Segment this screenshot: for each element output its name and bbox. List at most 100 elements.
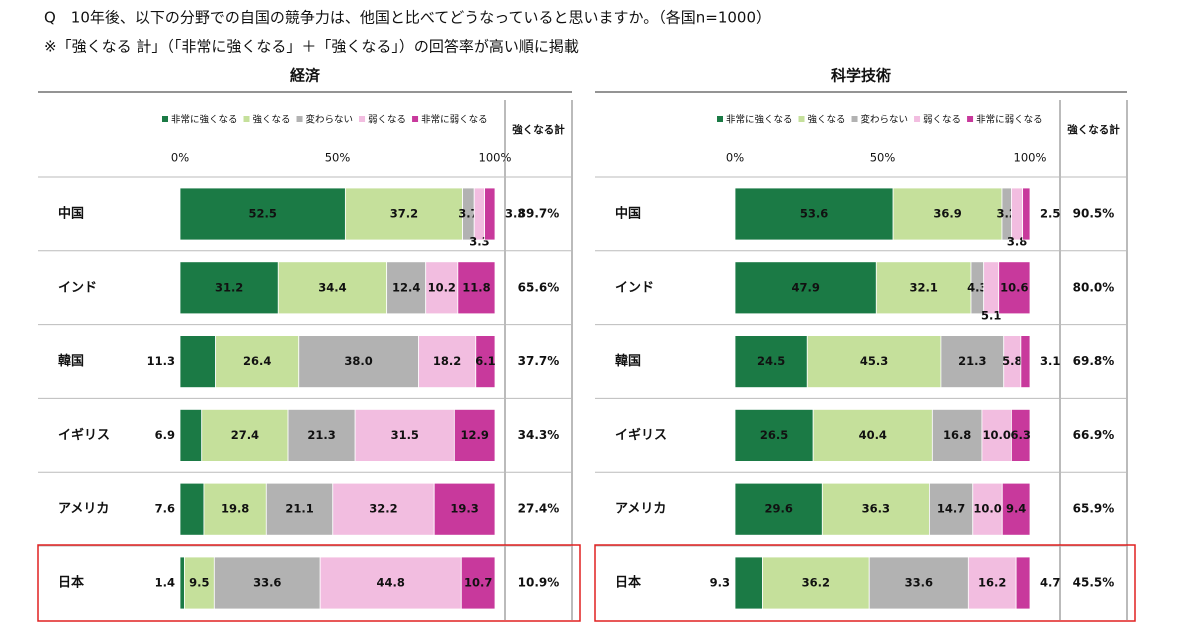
bar-segment: [983, 261, 1000, 315]
bar-segment: [734, 408, 814, 462]
total-value: 65.9%: [1073, 502, 1115, 516]
value-label: 37.2: [390, 207, 418, 221]
bar-segment: [433, 482, 496, 536]
value-label: 29.6: [764, 502, 792, 516]
total-value: 89.7%: [518, 207, 560, 221]
bar-segment: [806, 335, 942, 389]
bar-segment: [473, 187, 486, 241]
value-label: 31.2: [215, 280, 243, 294]
bar-segment: [319, 556, 462, 610]
bar-segment: [344, 187, 463, 241]
value-label: 19.3: [450, 502, 478, 516]
legend-swatch: [798, 116, 805, 122]
value-label: 1.4: [155, 576, 175, 590]
bar-segment: [734, 335, 808, 389]
bar-segment: [265, 482, 334, 536]
value-label: 10.6: [1000, 280, 1028, 294]
value-label: 9.4: [1006, 502, 1026, 516]
value-label: 6.1: [475, 354, 495, 368]
value-label: 31.5: [391, 428, 419, 442]
value-label: 40.4: [859, 428, 887, 442]
legend-label: 変わらない: [861, 114, 909, 126]
bar-segment: [931, 408, 983, 462]
value-label: 5.1: [981, 308, 1001, 322]
bar-segment: [277, 261, 388, 315]
category-label: インド: [615, 280, 654, 295]
panel-title: 科学技術: [831, 67, 891, 85]
value-label: 33.6: [253, 576, 281, 590]
value-label: 18.2: [433, 354, 461, 368]
bar-segment: [179, 261, 279, 315]
category-label: アメリカ: [58, 502, 109, 517]
category-label: 韓国: [58, 353, 84, 369]
bar-segment: [734, 261, 877, 315]
bar-segment: [453, 408, 496, 462]
legend-label: 強くなる: [253, 114, 291, 126]
bar-segment: [734, 556, 763, 610]
legend-swatch: [359, 116, 366, 122]
value-label: 11.8: [462, 280, 490, 294]
value-label: 2.5: [1040, 207, 1060, 221]
x-tick-label: 100%: [479, 151, 512, 165]
total-header: 強くなる計: [1067, 123, 1120, 136]
value-label: 10.0: [973, 502, 1001, 516]
value-label: 21.3: [958, 354, 986, 368]
bar-segment: [1020, 335, 1031, 389]
value-label: 3.8: [1007, 235, 1027, 249]
value-label: 10.7: [464, 576, 492, 590]
legend-label: 非常に強くなる: [171, 114, 238, 126]
bar-segment: [972, 482, 1003, 536]
value-label: 12.9: [460, 428, 488, 442]
bar-segment: [184, 556, 215, 610]
value-label: 34.4: [318, 280, 346, 294]
value-label: 3.1: [1040, 354, 1060, 368]
bar-segment: [179, 556, 185, 610]
value-label: 5.8: [1002, 354, 1022, 368]
legend-swatch: [851, 116, 858, 122]
legend-swatch: [243, 116, 250, 122]
bar-segment: [940, 335, 1005, 389]
value-label: 4.3: [967, 280, 987, 294]
legend-swatch: [412, 116, 419, 122]
total-value: 66.9%: [1073, 428, 1115, 442]
value-label: 3.7: [458, 207, 478, 221]
x-tick-label: 100%: [1014, 151, 1047, 165]
total-value: 45.5%: [1073, 576, 1115, 590]
total-value: 69.8%: [1073, 354, 1115, 368]
value-label: 36.3: [862, 502, 890, 516]
total-value: 65.6%: [518, 280, 560, 294]
value-label: 26.5: [760, 428, 788, 442]
bar-segment: [1011, 408, 1031, 462]
value-label: 10.2: [428, 280, 456, 294]
category-label: 韓国: [615, 353, 641, 369]
highlight-box: [37, 544, 581, 622]
bar-segment: [868, 556, 969, 610]
bar-segment: [981, 408, 1012, 462]
bar-segment: [734, 482, 823, 536]
value-label: 16.8: [943, 428, 971, 442]
bar-segment: [425, 261, 459, 315]
x-tick-label: 50%: [325, 151, 351, 165]
bar-segment: [215, 335, 300, 389]
bar-segment: [298, 335, 419, 389]
bar-segment: [418, 335, 477, 389]
bar-segment: [460, 556, 496, 610]
bar-segment: [1022, 187, 1031, 241]
x-tick-label: 0%: [726, 151, 744, 165]
bar-segment: [332, 482, 435, 536]
bar-segment: [734, 187, 894, 241]
bar-segment: [967, 556, 1017, 610]
total-value: 37.7%: [518, 354, 560, 368]
legend-swatch: [296, 116, 303, 122]
value-label: 19.8: [221, 502, 249, 516]
bar-segment: [287, 408, 356, 462]
bar-segment: [998, 261, 1031, 315]
category-label: イギリス: [58, 427, 110, 443]
panel-title: 経済: [290, 67, 321, 85]
value-label: 32.1: [909, 280, 937, 294]
bar-segment: [179, 335, 216, 389]
category-label: 日本: [58, 575, 84, 591]
legend-swatch: [162, 116, 168, 122]
value-label: 12.4: [392, 280, 420, 294]
note: ※「強くなる 計」（「非常に強くなる」＋「強くなる」）の回答率が高い順に掲載: [44, 38, 579, 56]
